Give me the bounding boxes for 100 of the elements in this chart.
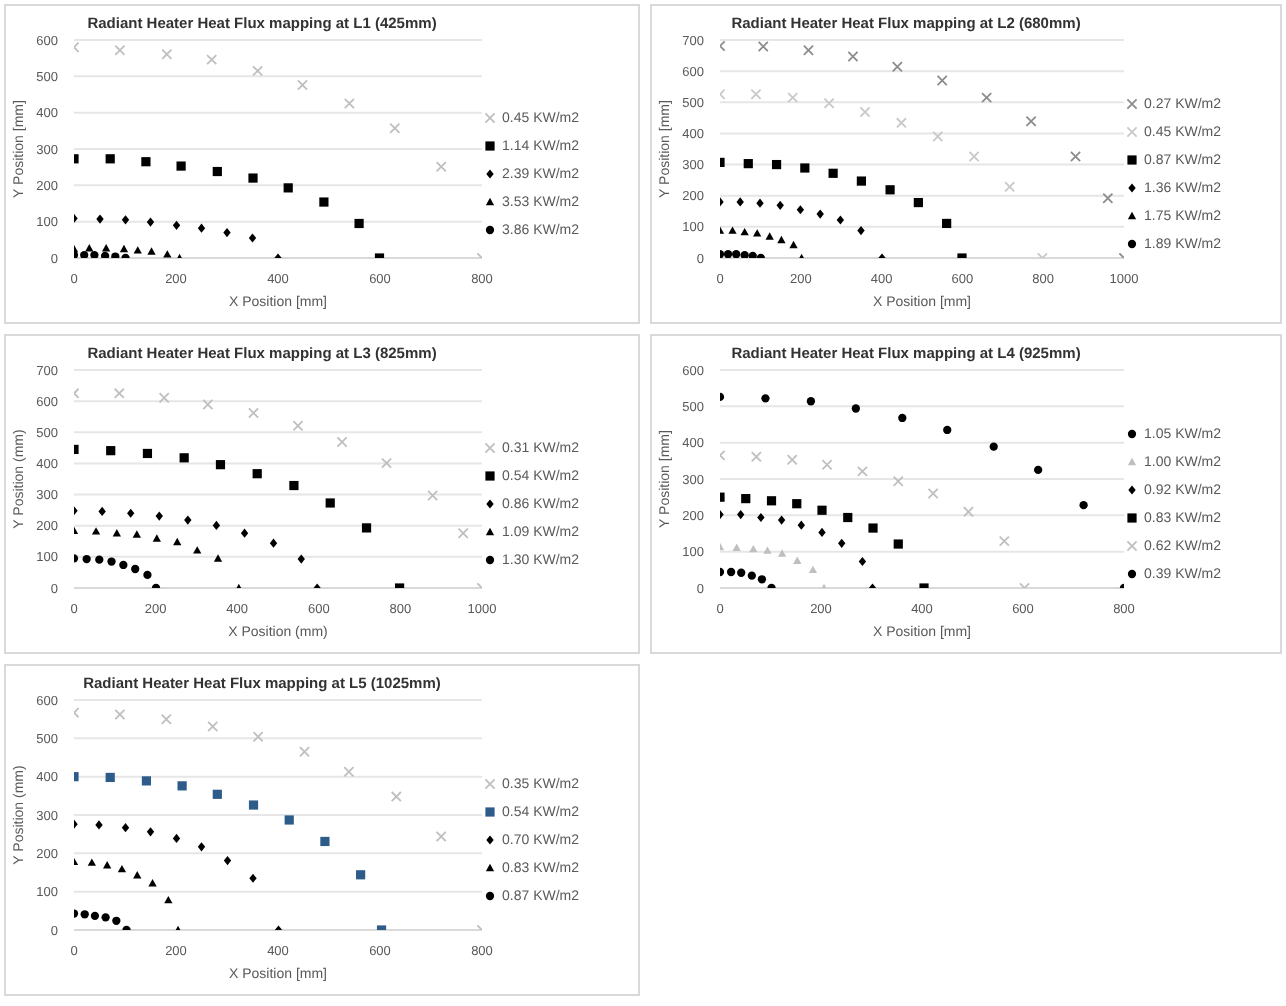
point (248, 233, 257, 243)
point (737, 510, 745, 520)
point (843, 512, 853, 523)
point (757, 575, 767, 584)
point (942, 218, 952, 229)
point (91, 527, 101, 535)
point (119, 560, 128, 570)
point (913, 197, 923, 208)
point (283, 183, 293, 193)
point (320, 836, 330, 847)
point (818, 527, 826, 538)
point (179, 453, 189, 463)
point (381, 457, 393, 469)
point (213, 554, 223, 562)
point (737, 568, 746, 577)
point (80, 250, 89, 258)
point (155, 511, 163, 521)
point (161, 48, 173, 60)
point (968, 150, 980, 162)
point (1079, 501, 1088, 510)
point (284, 815, 294, 825)
point (1004, 181, 1016, 193)
point (792, 499, 802, 509)
point (112, 916, 121, 925)
point (771, 159, 782, 170)
point (766, 496, 777, 506)
point (761, 394, 770, 403)
point (927, 488, 939, 500)
point (101, 244, 111, 252)
point (212, 520, 221, 530)
point (248, 407, 260, 419)
point (838, 538, 846, 548)
point (325, 498, 335, 508)
point (143, 570, 152, 580)
point (936, 74, 948, 86)
point (998, 535, 1010, 547)
point (847, 51, 859, 63)
point (177, 781, 187, 791)
point (756, 198, 764, 208)
point (336, 436, 348, 448)
point (131, 564, 140, 574)
point (146, 827, 155, 837)
point (763, 546, 772, 554)
point (740, 251, 749, 258)
point (142, 448, 153, 459)
point (389, 122, 401, 134)
point (828, 168, 838, 178)
point (797, 520, 805, 530)
point (147, 247, 156, 255)
point (808, 565, 818, 574)
point (817, 505, 827, 515)
point (152, 534, 161, 542)
point (786, 454, 798, 466)
point (777, 549, 787, 557)
point (895, 117, 907, 129)
point (836, 215, 845, 225)
point (343, 766, 355, 778)
point (121, 215, 130, 225)
point (119, 244, 129, 253)
point (891, 61, 903, 73)
point (212, 789, 222, 799)
point (806, 397, 816, 406)
point (212, 166, 222, 177)
point (859, 106, 871, 118)
point (132, 530, 141, 538)
point (146, 217, 155, 227)
point (176, 161, 186, 171)
point (252, 469, 262, 479)
point (1025, 115, 1037, 127)
point (743, 159, 753, 169)
point (741, 494, 751, 504)
point (121, 823, 130, 833)
point (723, 250, 733, 258)
point (765, 232, 774, 240)
point (736, 197, 744, 207)
point (726, 567, 736, 577)
point (816, 209, 824, 219)
point (319, 197, 329, 207)
point (85, 244, 94, 252)
point (356, 870, 366, 880)
point (80, 910, 89, 919)
point (361, 523, 372, 533)
point (427, 490, 439, 502)
point (248, 173, 258, 183)
point (206, 54, 218, 66)
point (299, 746, 311, 758)
point (892, 475, 904, 487)
point (296, 79, 308, 91)
point (160, 713, 172, 725)
point (777, 235, 786, 244)
point (390, 791, 402, 803)
point (868, 523, 878, 533)
point (857, 225, 865, 236)
point (776, 200, 784, 210)
point (133, 246, 142, 254)
point (197, 842, 206, 852)
point (158, 392, 170, 404)
point (750, 451, 762, 463)
point (932, 131, 944, 143)
point (292, 420, 304, 432)
